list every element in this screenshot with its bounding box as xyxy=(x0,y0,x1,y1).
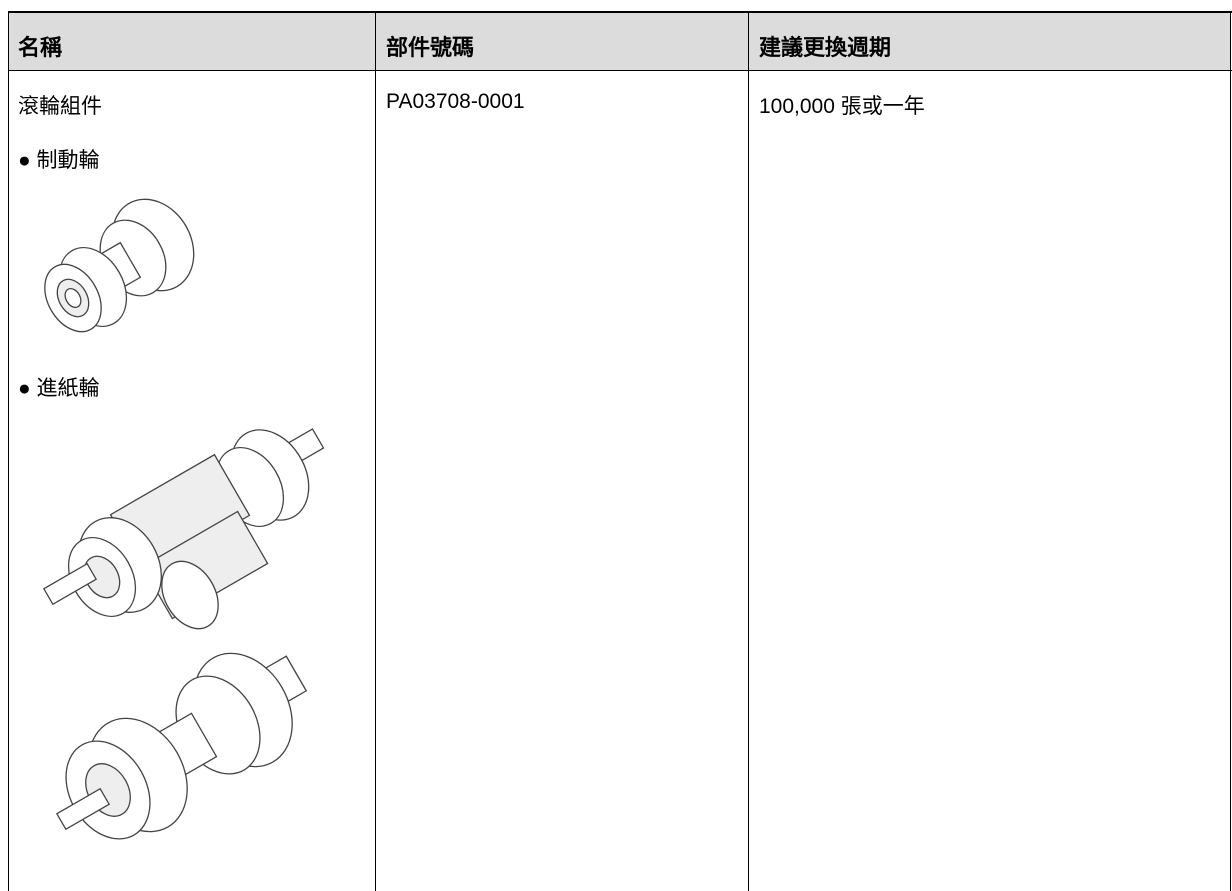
header-row xyxy=(8,13,1231,70)
header-cell: 名稱 xyxy=(18,35,63,60)
component-label: ● 進紙輪 xyxy=(18,377,100,400)
component-label: ● 制動輪 xyxy=(18,149,100,172)
brake-roller-illustration xyxy=(44,198,195,333)
top-border xyxy=(8,11,1232,13)
column-border xyxy=(1230,11,1231,891)
column-border xyxy=(8,11,9,891)
feed-roller-assembly-illustration xyxy=(42,428,325,630)
header-cell: 部件號碼 xyxy=(386,35,475,60)
part-number: PA03708-0001 xyxy=(386,90,525,113)
column-border xyxy=(375,11,376,891)
part-name: 滾輪組件 xyxy=(18,95,102,118)
replacement-cycle: 100,000 張或一年 xyxy=(759,95,925,118)
header-border xyxy=(8,70,1232,71)
feed-roller-illustration xyxy=(55,652,308,840)
header-cell: 建議更換週期 xyxy=(759,35,892,60)
column-border xyxy=(748,11,749,891)
